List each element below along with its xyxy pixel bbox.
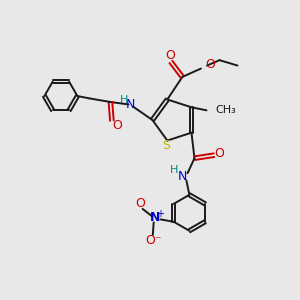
Text: O: O: [165, 49, 175, 62]
Text: O: O: [214, 148, 224, 160]
Text: H: H: [170, 165, 178, 175]
Text: O: O: [135, 197, 145, 210]
Text: O: O: [112, 118, 122, 132]
Text: N: N: [126, 98, 135, 112]
Text: O⁻: O⁻: [145, 235, 162, 248]
Text: N: N: [178, 170, 187, 183]
Text: +: +: [156, 209, 164, 219]
Text: S: S: [162, 140, 170, 152]
Text: N: N: [150, 211, 160, 224]
Text: O: O: [205, 58, 215, 71]
Text: CH₃: CH₃: [215, 105, 236, 115]
Text: H: H: [120, 95, 129, 105]
